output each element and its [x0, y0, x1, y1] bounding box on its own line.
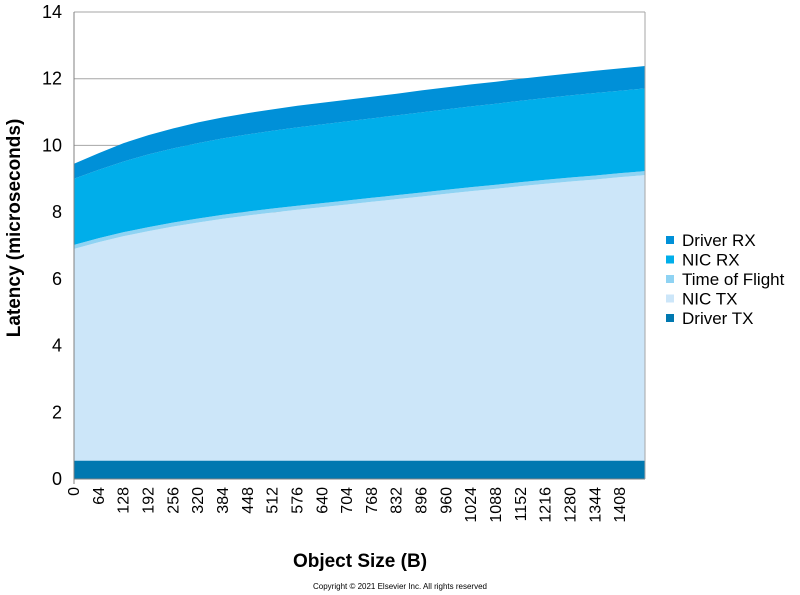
- x-tick-label: 256: [165, 487, 182, 514]
- x-tick-label: 704: [339, 487, 356, 514]
- x-tick-label: 128: [116, 487, 133, 514]
- y-axis-title: Latency (microseconds): [4, 119, 25, 338]
- area-driver-rx: [74, 66, 645, 179]
- area-layer: [74, 66, 645, 479]
- y-tick-label: 6: [52, 269, 62, 289]
- x-tick-label: 512: [265, 487, 282, 514]
- x-tick-label: 64: [91, 487, 108, 505]
- x-tick-label: 896: [414, 487, 431, 514]
- y-tick-label: 2: [52, 402, 62, 422]
- x-tick-label: 1216: [538, 487, 555, 523]
- latency-stacked-area-chart: 0 2 4 6 8 10 12 14 0 64 128 192 256 320 384 448 512 576 6…: [4, 2, 785, 572]
- x-tick-label: 1408: [612, 487, 629, 523]
- axis-layer: [73, 12, 646, 484]
- area-time-of-flight: [74, 171, 645, 249]
- legend-label: Time of Flight: [682, 270, 785, 289]
- x-tick-label: 0: [66, 487, 83, 496]
- legend-swatch-time-of-flight: [666, 275, 674, 283]
- legend-swatch-driver-rx: [666, 236, 674, 244]
- x-tick-label: 1344: [587, 487, 604, 523]
- legend-label: NIC RX: [682, 251, 740, 270]
- x-tick-label: 192: [140, 487, 157, 514]
- x-tick-label: 768: [364, 487, 381, 514]
- y-tick-label: 14: [42, 2, 62, 22]
- x-tick-label: 384: [215, 487, 232, 514]
- x-tick-label: 640: [314, 487, 331, 514]
- y-tick-label: 10: [42, 135, 62, 155]
- legend-label: NIC TX: [682, 290, 737, 309]
- legend-swatch-nic-rx: [666, 255, 674, 264]
- x-tick-label: 1024: [463, 487, 480, 523]
- x-tick-label: 320: [190, 487, 207, 514]
- x-tick-label: 1152: [513, 487, 530, 522]
- x-tick-label: 832: [389, 487, 406, 514]
- legend-swatch-driver-tx: [666, 314, 674, 322]
- area-nic-rx: [74, 88, 645, 245]
- y-tick-label: 12: [42, 69, 62, 89]
- copyright-text: Copyright © 2021 Elsevier Inc. All right…: [313, 582, 487, 591]
- area-driver-tx: [74, 460, 645, 479]
- x-axis-title: Object Size (B): [293, 551, 427, 572]
- y-tick-labels: 0 2 4 6 8 10 12 14: [42, 2, 62, 489]
- x-tick-label: 576: [289, 487, 306, 514]
- legend-label: Driver TX: [682, 309, 753, 328]
- x-tick-label: 448: [240, 487, 257, 514]
- x-tick-label: 1280: [563, 487, 580, 523]
- y-tick-label: 4: [52, 336, 62, 356]
- x-tick-labels: 0 64 128 192 256 320 384 448 512 576 640 704 768 832 8…: [66, 487, 629, 523]
- y-tick-label: 8: [52, 202, 62, 222]
- x-tick-label: 1088: [488, 487, 505, 523]
- area-nic-tx: [74, 175, 645, 461]
- legend-label: Driver RX: [682, 231, 756, 250]
- y-tick-label: 0: [52, 469, 62, 489]
- x-tick-label: 960: [438, 487, 455, 514]
- legend-swatch-nic-tx: [666, 294, 674, 303]
